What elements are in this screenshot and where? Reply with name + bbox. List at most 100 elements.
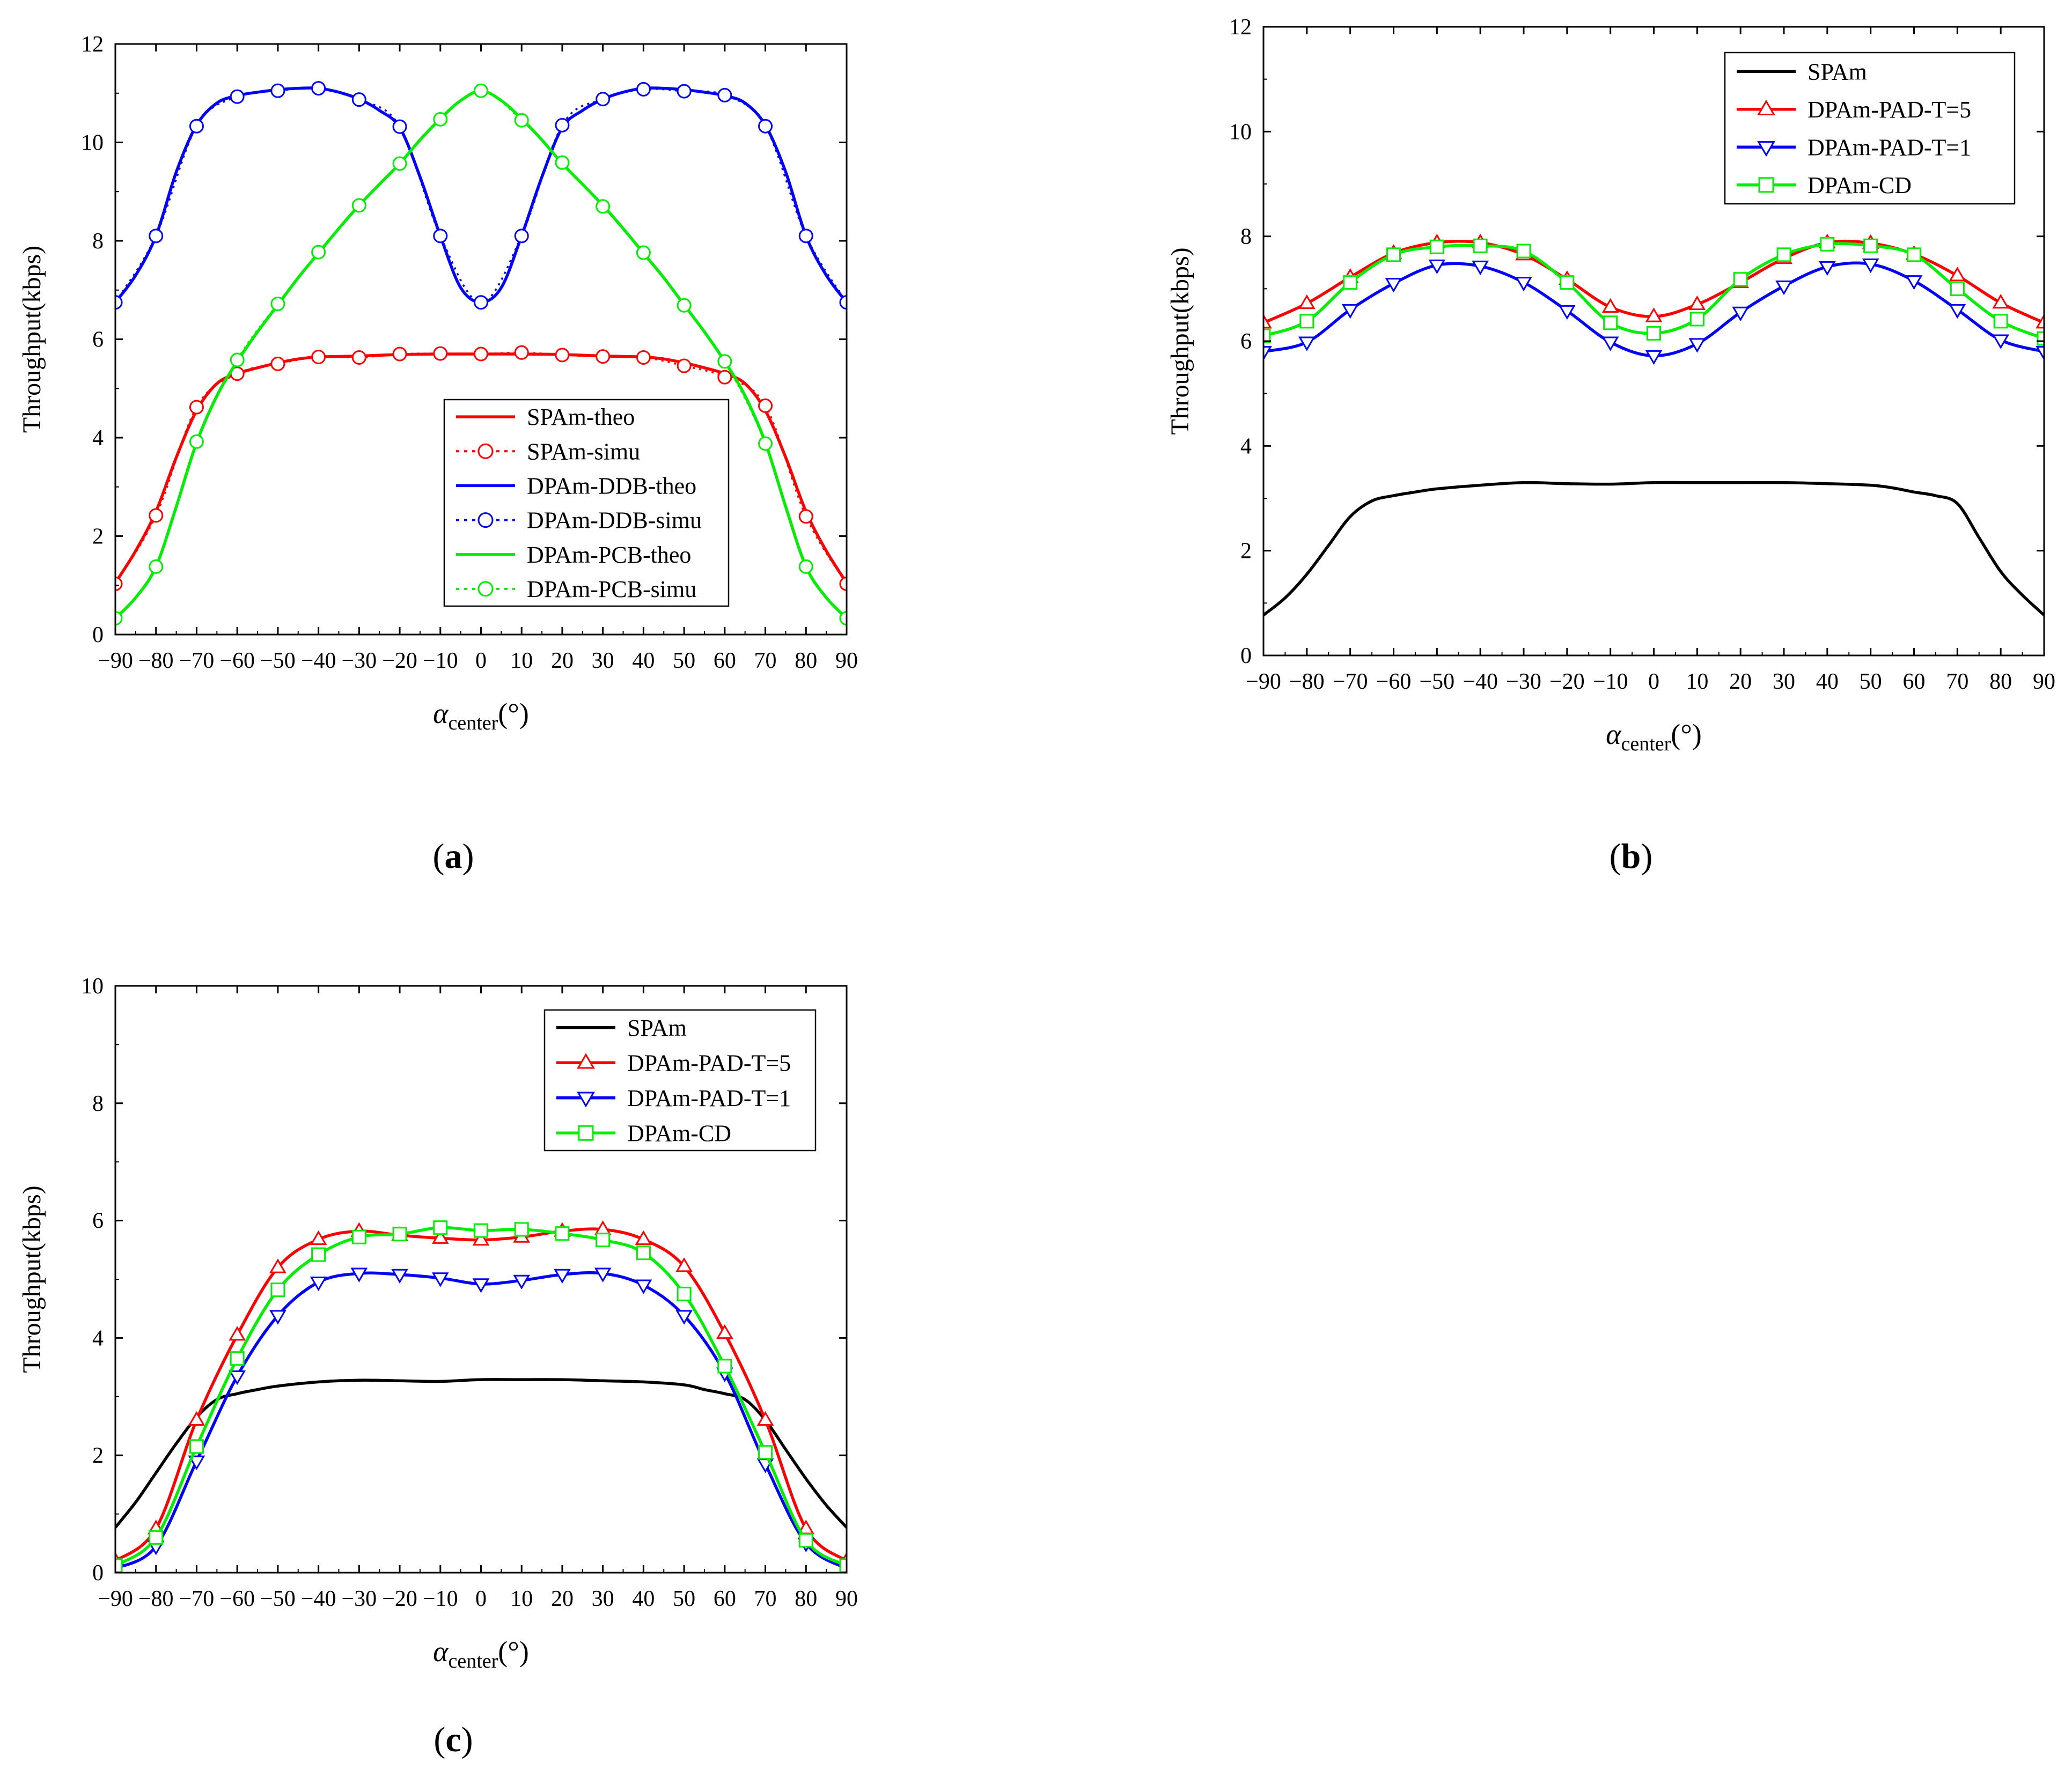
point-DPAm-CD--40: [1473, 238, 1488, 253]
point-DPAm-PCB-simu--30: [351, 198, 366, 213]
point-DPAm-CD--80: [149, 1530, 164, 1545]
point-DPAm-PCB-simu-50: [677, 298, 692, 313]
y-tick-label: 10: [81, 974, 104, 999]
panel-label-open: (: [1610, 837, 1621, 876]
x-tick-label: 10: [510, 648, 533, 673]
series-DPAm-PAD-T=5: [1263, 233, 2044, 329]
point-DPAm-DDB-simu--30: [351, 92, 366, 107]
x-tick-label: 60: [714, 1587, 736, 1611]
x-tick-label: −30: [1506, 669, 1541, 694]
point-SPAm-simu--70: [189, 400, 204, 415]
point-DPAm-PAD-T=1--10: [1601, 336, 1619, 351]
point-DPAm-CD-10: [1689, 312, 1704, 327]
point-DPAm-DDB-simu-90: [839, 295, 847, 310]
x-tick-label: 20: [551, 648, 574, 673]
x-axis-label: αcenter(°): [433, 1635, 529, 1672]
panel-label-letter: c: [445, 1720, 461, 1759]
point-DPAm-PCB-simu--80: [149, 559, 164, 574]
legend-label: DPAm-DDB-theo: [527, 473, 696, 499]
point-SPAm-simu--40: [311, 350, 326, 365]
legend-label: SPAm: [1808, 58, 1867, 85]
x-axis-label-unit: (°): [1671, 718, 1702, 750]
x-tick-label: 90: [835, 648, 858, 673]
point-DPAm-PAD-T=5--10: [431, 1229, 449, 1244]
x-tick-label: −70: [1333, 669, 1368, 694]
point-DPAm-PAD-T=1--40: [310, 1276, 327, 1292]
point-DPAm-CD-50: [1863, 238, 1878, 253]
point-SPAm-simu-30: [596, 349, 611, 364]
x-tick-label: −50: [1419, 669, 1454, 694]
point-DPAm-PAD-T=1-20: [554, 1269, 571, 1284]
x-tick-label: 70: [754, 648, 777, 673]
x-tick-label: 20: [551, 1587, 574, 1611]
legend-label: DPAm-CD: [1808, 172, 1912, 198]
point-DPAm-CD-60: [717, 1359, 732, 1374]
x-axis-label-sub: center: [448, 712, 498, 734]
point-DPAm-DDB-simu-50: [677, 84, 692, 99]
series-line-DPAm-DDB-theo: [115, 86, 847, 304]
point-DPAm-CD--70: [189, 1439, 204, 1454]
point-DPAm-CD--10: [1603, 315, 1618, 330]
point-DPAm-CD-20: [1733, 272, 1748, 287]
point-DPAm-PAD-T=1-50: [1862, 258, 1879, 274]
chart-panel-c: −90 −80 −70 −60 −50 −40 −30 −20 −10 0 10 20 30 40 50 60…: [18, 974, 858, 1759]
point-DPAm-PAD-T=1-40: [635, 1279, 652, 1294]
series-line-DPAm-PCB-simu: [115, 90, 847, 619]
point-DPAm-PAD-T=1-30: [594, 1267, 612, 1282]
y-tick-label: 6: [92, 328, 104, 352]
legend-label: SPAm-theo: [527, 404, 635, 430]
point-DPAm-CD--90: [1263, 328, 1271, 343]
point-DPAm-CD-90: [839, 1558, 847, 1573]
point-DPAm-PAD-T=1-10: [513, 1274, 531, 1289]
legend-label: DPAm-PCB-simu: [527, 576, 696, 602]
point-DPAm-PAD-T=1--20: [1559, 305, 1576, 320]
point-DPAm-PAD-T=1-50: [675, 1310, 693, 1325]
point-DPAm-PAD-T=1-70: [1949, 304, 1966, 319]
x-tick-label: 70: [1946, 669, 1968, 694]
x-tick-label: −90: [1246, 669, 1281, 694]
point-DPAm-DDB-simu-10: [514, 228, 529, 244]
y-tick-label: 12: [1229, 15, 1252, 40]
series-line-DPAm-DDB-simu: [115, 87, 847, 304]
panel-label-open: (: [433, 1720, 445, 1759]
point-DPAm-CD-70: [758, 1445, 773, 1460]
point-DPAm-CD-30: [596, 1233, 611, 1248]
legend-label: DPAm-PAD-T=1: [1808, 134, 1971, 160]
point-DPAm-PAD-T=5-0: [472, 1230, 490, 1246]
point-SPAm-simu-10: [514, 345, 529, 360]
x-axis-label-symbol: α: [433, 1635, 449, 1668]
point-DPAm-PCB-simu--10: [433, 112, 448, 127]
point-SPAm-simu--50: [270, 356, 285, 371]
x-tick-label: −50: [260, 648, 296, 673]
point-DPAm-PCB-simu--20: [392, 156, 407, 171]
x-tick-label: 60: [714, 648, 736, 673]
point-DPAm-PAD-T=5-80: [1992, 293, 2009, 309]
point-DPAm-PAD-T=5--50: [269, 1258, 286, 1273]
point-DPAm-PCB-simu--50: [270, 296, 285, 311]
point-DPAm-PAD-T=1--20: [391, 1269, 408, 1284]
point-DPAm-PAD-T=1--50: [1428, 259, 1446, 275]
series-line-SPAm: [115, 1378, 847, 1529]
point-DPAm-PAD-T=5--90: [1263, 314, 1272, 329]
point-DPAm-PAD-T=5-90: [2036, 314, 2044, 329]
x-tick-label: −50: [260, 1587, 296, 1611]
x-tick-label: −20: [1549, 669, 1585, 694]
x-tick-label: −80: [138, 648, 174, 673]
point-DPAm-PAD-T=5-70: [1949, 267, 1966, 282]
x-tick-label: 40: [632, 648, 655, 673]
point-DPAm-PAD-T=5--40: [310, 1230, 327, 1245]
point-DPAm-CD--60: [1386, 247, 1401, 262]
y-tick-label: 0: [92, 1561, 104, 1586]
point-DPAm-DDB-simu--20: [392, 119, 407, 134]
point-DPAm-DDB-simu-70: [758, 119, 773, 134]
point-DPAm-PCB-simu-30: [596, 199, 611, 214]
point-DPAm-PAD-T=5--10: [1601, 298, 1619, 313]
point-DPAm-DDB-simu-80: [798, 228, 813, 244]
panel-label-letter: a: [445, 837, 462, 876]
point-DPAm-PAD-T=1-40: [1819, 261, 1836, 276]
legend-c: SPAm DPAm-PAD-T=5 DPAm-PAD-T=1 DPAm-CD: [543, 1009, 817, 1152]
legend-label: DPAm-PCB-theo: [527, 542, 691, 568]
point-DPAm-PAD-T=1-60: [1905, 275, 1923, 290]
y-axis-label: Throughput(kbps): [18, 1185, 46, 1373]
legend-marker-DPAm-CD: [578, 1125, 594, 1141]
